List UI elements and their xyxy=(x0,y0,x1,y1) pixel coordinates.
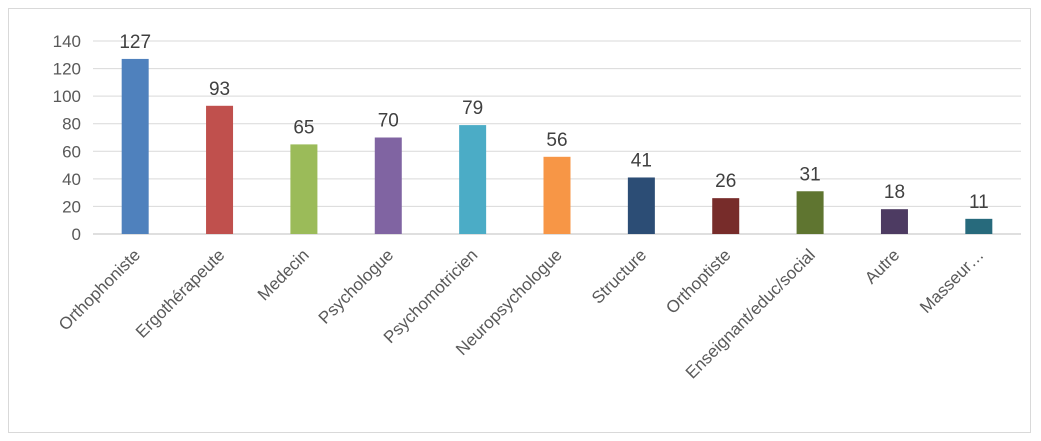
bar-10 xyxy=(880,209,908,234)
category-label: Ergothérapeute xyxy=(132,245,228,341)
bar-5 xyxy=(459,125,487,234)
category-label: Orthoptiste xyxy=(662,245,734,317)
data-labels: 127 93 65 70 79 56 41 26 31 18 11 xyxy=(119,32,988,213)
y-tick-label: 80 xyxy=(62,115,81,134)
data-label: 93 xyxy=(209,79,230,100)
y-tick-label: 100 xyxy=(53,87,81,106)
bar-7 xyxy=(627,177,655,234)
data-label: 26 xyxy=(715,171,736,192)
y-axis-ticks: 0 20 40 60 80 100 120 140 xyxy=(53,32,81,244)
data-label: 79 xyxy=(462,98,483,119)
bar-3 xyxy=(290,144,318,234)
data-label: 11 xyxy=(969,192,989,213)
y-tick-label: 40 xyxy=(62,170,81,189)
y-tick-label: 0 xyxy=(72,225,81,244)
bar-11 xyxy=(965,218,993,234)
bars xyxy=(121,58,993,235)
bar-6 xyxy=(543,156,571,234)
bar-4 xyxy=(374,137,402,234)
bar-8 xyxy=(712,198,740,234)
data-label: 65 xyxy=(293,117,314,138)
data-label: 31 xyxy=(800,164,821,185)
y-tick-label: 60 xyxy=(62,142,81,161)
category-label: Masseur… xyxy=(916,245,988,317)
category-label: Structure xyxy=(588,245,650,307)
category-label: Psychologue xyxy=(315,245,397,327)
category-label: Medecin xyxy=(254,245,313,304)
category-label: Autre xyxy=(861,245,903,287)
bar-1 xyxy=(121,58,149,234)
data-label: 70 xyxy=(378,111,399,132)
y-tick-label: 140 xyxy=(53,32,81,51)
y-tick-label: 20 xyxy=(62,197,81,216)
data-label: 56 xyxy=(546,130,567,151)
bar-2 xyxy=(206,105,234,235)
data-label: 41 xyxy=(631,150,652,171)
category-label: Orthophoniste xyxy=(55,245,144,334)
bar-chart: 0 20 40 60 80 100 120 140 127 93 65 70 79 56 41 26 31 18… xyxy=(53,32,1021,382)
chart-frame: 0 20 40 60 80 100 120 140 127 93 65 70 79 56 41 26 31 18… xyxy=(8,8,1031,433)
data-label: 18 xyxy=(884,182,905,203)
bar-9 xyxy=(796,191,824,234)
y-tick-label: 120 xyxy=(53,60,81,79)
data-label: 127 xyxy=(119,32,151,53)
